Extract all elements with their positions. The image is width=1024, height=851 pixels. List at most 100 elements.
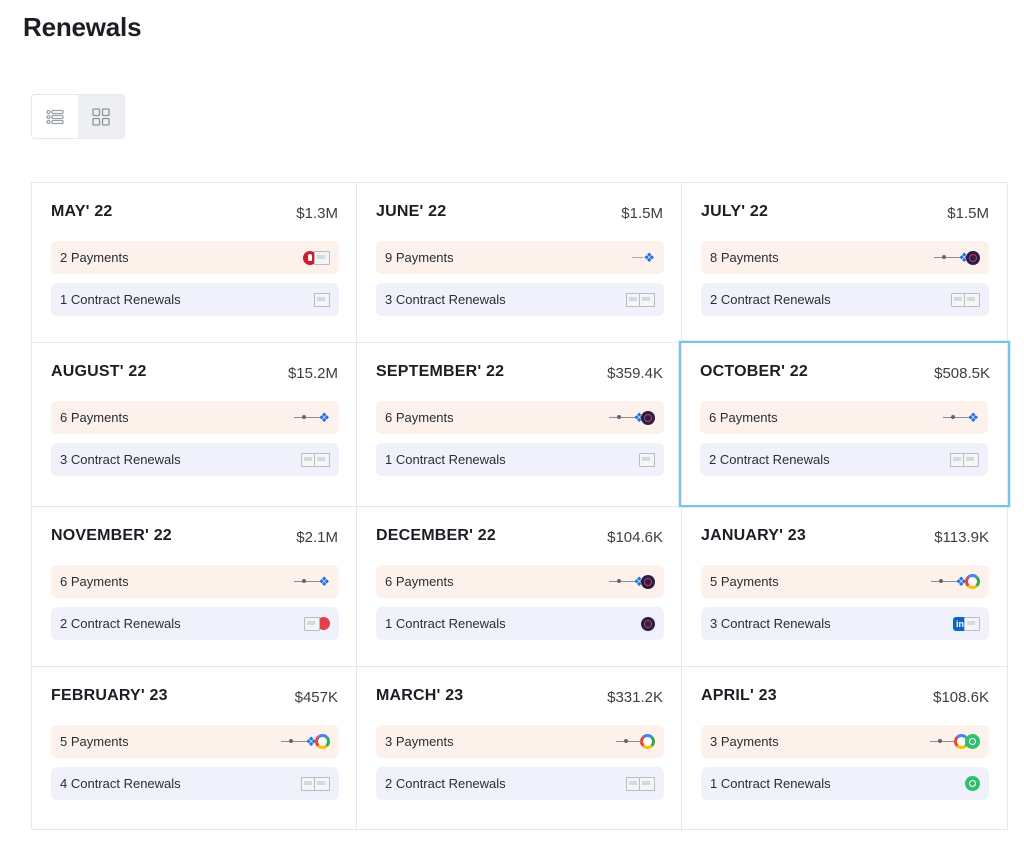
payments-row[interactable]: 6 Payments ❖ — [51, 401, 339, 434]
grid-view-button[interactable] — [78, 95, 124, 138]
payments-row[interactable]: 8 Payments ❖ — [701, 241, 989, 274]
contract-renewals-row[interactable]: 2 Contract Renewals — [701, 283, 989, 316]
renewals-logos — [301, 452, 330, 467]
contract-renewals-row[interactable]: 1 Contract Renewals — [376, 607, 664, 640]
line-logo — [281, 739, 308, 743]
month-card[interactable]: JUNE' 22 $1.5M 9 Payments —— ❖ 3 Contract… — [357, 183, 682, 343]
month-label: JULY' 22 — [701, 203, 769, 220]
month-amount: $108.6K — [933, 689, 989, 706]
month-label: APRIL' 23 — [701, 687, 777, 704]
document-logo — [304, 616, 320, 631]
payments-row[interactable]: 6 Payments ❖ — [51, 565, 339, 598]
month-card[interactable]: MAY' 22 $1.3M 2 Payments 1 Contract Rene… — [32, 183, 357, 343]
google-logo — [965, 574, 980, 589]
line-logo — [294, 415, 321, 419]
green-g-logo — [965, 776, 980, 791]
contract-renewals-row[interactable]: 2 Contract Renewals — [51, 607, 339, 640]
month-amount: $1.5M — [947, 205, 989, 222]
payments-row[interactable]: 6 Payments ❖ — [376, 401, 664, 434]
payments-label: 2 Payments — [60, 250, 129, 265]
payments-label: 6 Payments — [385, 410, 454, 425]
month-label: MARCH' 23 — [376, 687, 464, 704]
month-amount: $104.6K — [607, 529, 663, 546]
document-logo — [314, 292, 330, 307]
contract-renewals-row[interactable]: 3 Contract Renewals in — [701, 607, 989, 640]
payments-row[interactable]: 3 Payments — [701, 725, 989, 758]
payments-logos: ❖ — [931, 574, 980, 589]
month-card[interactable]: JULY' 22 $1.5M 8 Payments ❖ 2 Contract R… — [682, 183, 1007, 343]
renewals-logos — [301, 776, 330, 791]
payments-label: 5 Payments — [60, 734, 129, 749]
line-logo — [943, 415, 970, 419]
document-logo — [639, 776, 655, 791]
month-label: AUGUST' 22 — [51, 363, 147, 380]
month-card[interactable]: NOVEMBER' 22 $2.1M 6 Payments ❖ 2 Contra… — [32, 507, 357, 667]
payments-logos: ❖ — [609, 410, 655, 425]
payments-row[interactable]: 5 Payments ❖ — [51, 725, 339, 758]
month-card[interactable]: FEBRUARY' 23 $457K 5 Payments ❖ 4 Contra… — [32, 667, 357, 829]
payments-logos — [303, 250, 330, 265]
line-logo — [931, 579, 958, 583]
payments-row[interactable]: 5 Payments ❖ — [701, 565, 989, 598]
payments-label: 8 Payments — [710, 250, 779, 265]
renewals-logos: in — [953, 616, 980, 631]
renewals-label: 3 Contract Renewals — [710, 616, 831, 631]
dropbox-logo: ❖ — [633, 574, 645, 589]
payments-logos — [616, 734, 655, 749]
month-label: FEBRUARY' 23 — [51, 687, 168, 704]
grid-icon — [92, 107, 110, 126]
contract-renewals-row[interactable]: 4 Contract Renewals — [51, 767, 339, 800]
payments-row[interactable]: 9 Payments —— ❖ — [376, 241, 664, 274]
month-card[interactable]: OCTOBER' 22 $508.5K 6 Payments ❖ 2 Contr… — [679, 341, 1010, 507]
payments-row[interactable]: 6 Payments ❖ — [700, 401, 988, 434]
payments-logos: ❖ — [294, 575, 330, 588]
payments-row[interactable]: 3 Payments — [376, 725, 664, 758]
document-logo — [314, 776, 330, 791]
payments-logos: ❖ — [281, 734, 330, 749]
month-amount: $15.2M — [287, 365, 338, 382]
renewals-label: 1 Contract Renewals — [385, 452, 506, 467]
contract-renewals-row[interactable]: 2 Contract Renewals — [376, 767, 664, 800]
month-amount: $331.2K — [607, 689, 663, 706]
renewals-logos — [639, 452, 655, 467]
renewals-label: 1 Contract Renewals — [385, 616, 506, 631]
payments-label: 6 Payments — [385, 574, 454, 589]
month-card[interactable]: JANUARY' 23 $113.9K 5 Payments ❖ 3 Contr… — [682, 507, 1007, 667]
line-logo — [609, 415, 636, 419]
contract-renewals-row[interactable]: 3 Contract Renewals — [51, 443, 339, 476]
renewals-label: 2 Contract Renewals — [60, 616, 181, 631]
month-card[interactable]: SEPTEMBER' 22 $359.4K 6 Payments ❖ 1 Con… — [357, 343, 682, 507]
month-card[interactable]: DECEMBER' 22 $104.6K 6 Payments ❖ 1 Cont… — [357, 507, 682, 667]
payments-label: 5 Payments — [710, 574, 779, 589]
month-amount: $508.5K — [934, 365, 990, 382]
list-view-button[interactable] — [32, 95, 78, 138]
renewals-logos — [626, 776, 655, 791]
document-logo — [314, 452, 330, 467]
contract-renewals-row[interactable]: 3 Contract Renewals — [376, 283, 664, 316]
green-g-logo — [965, 734, 980, 749]
month-label: JANUARY' 23 — [701, 527, 806, 544]
month-label: JUNE' 22 — [376, 203, 447, 220]
google-logo — [640, 734, 655, 749]
payments-row[interactable]: 2 Payments — [51, 241, 339, 274]
renewals-label: 2 Contract Renewals — [709, 452, 830, 467]
month-card[interactable]: MARCH' 23 $331.2K 3 Payments 2 Contract … — [357, 667, 682, 829]
payments-label: 6 Payments — [709, 410, 778, 425]
payments-label: 3 Payments — [710, 734, 779, 749]
payments-row[interactable]: 6 Payments ❖ — [376, 565, 664, 598]
contract-renewals-row[interactable]: 1 Contract Renewals — [376, 443, 664, 476]
globe-logo — [641, 616, 655, 631]
month-amount: $359.4K — [607, 365, 663, 382]
contract-renewals-row[interactable]: 1 Contract Renewals — [701, 767, 989, 800]
month-card[interactable]: AUGUST' 22 $15.2M 6 Payments ❖ 3 Contrac… — [32, 343, 357, 507]
line-logo — [616, 739, 642, 743]
contract-renewals-row[interactable]: 2 Contract Renewals — [700, 443, 988, 476]
contract-renewals-row[interactable]: 1 Contract Renewals — [51, 283, 339, 316]
renewals-label: 3 Contract Renewals — [60, 452, 181, 467]
dropbox-logo: ❖ — [643, 250, 655, 265]
month-card[interactable]: APRIL' 23 $108.6K 3 Payments 1 Contract … — [682, 667, 1007, 829]
view-toggle — [31, 94, 125, 139]
payments-label: 6 Payments — [60, 410, 129, 425]
list-icon — [46, 109, 64, 124]
payments-label: 6 Payments — [60, 574, 129, 589]
